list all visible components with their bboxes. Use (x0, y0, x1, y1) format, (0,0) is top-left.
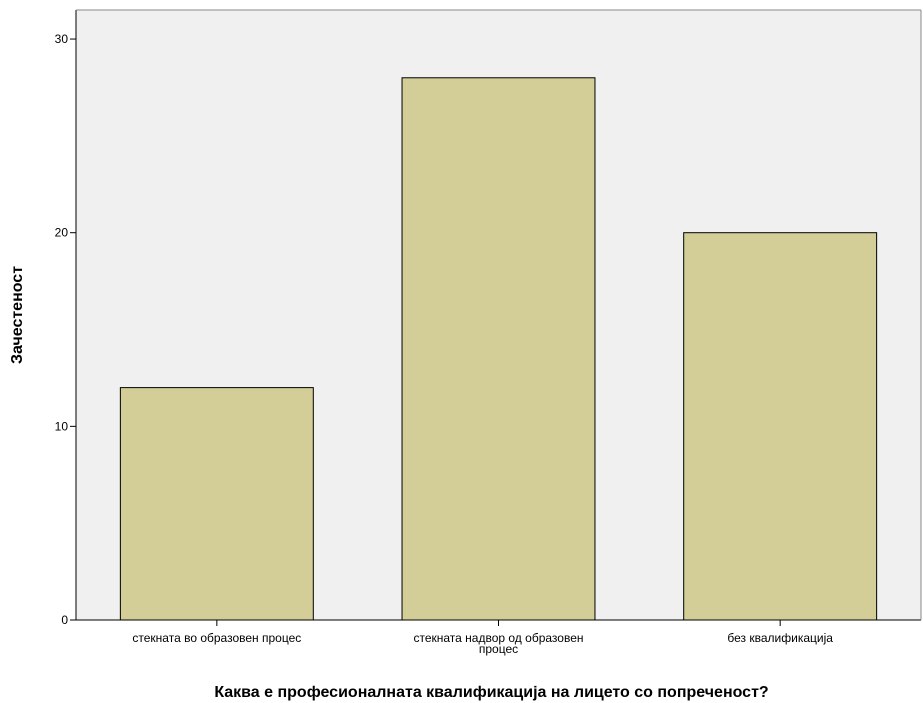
x-category-label-1: стекната во образовен процес (132, 631, 301, 645)
y-ticks: 0 10 20 30 (55, 32, 76, 627)
x-category-label-2-line-2: процес (479, 642, 518, 656)
y-tick-label-30: 30 (55, 32, 69, 46)
bar-2 (401, 77, 596, 621)
x-categories: стекната во образовен процес стекната над… (132, 620, 833, 656)
x-axis-title: Каква е професионалната квалификација на… (214, 684, 768, 701)
y-tick-label-20: 20 (55, 226, 69, 240)
bar-1 (119, 387, 314, 621)
y-axis-title: Зачестеност (9, 266, 26, 364)
bar-3 (683, 232, 878, 621)
x-category-label-3: без квалификација (727, 631, 833, 645)
bars (119, 77, 878, 621)
y-tick-label-0: 0 (61, 613, 68, 627)
x-category-label-2-line-1: стекната надвор од образовен (413, 631, 583, 645)
y-tick-label-10: 10 (55, 419, 69, 433)
